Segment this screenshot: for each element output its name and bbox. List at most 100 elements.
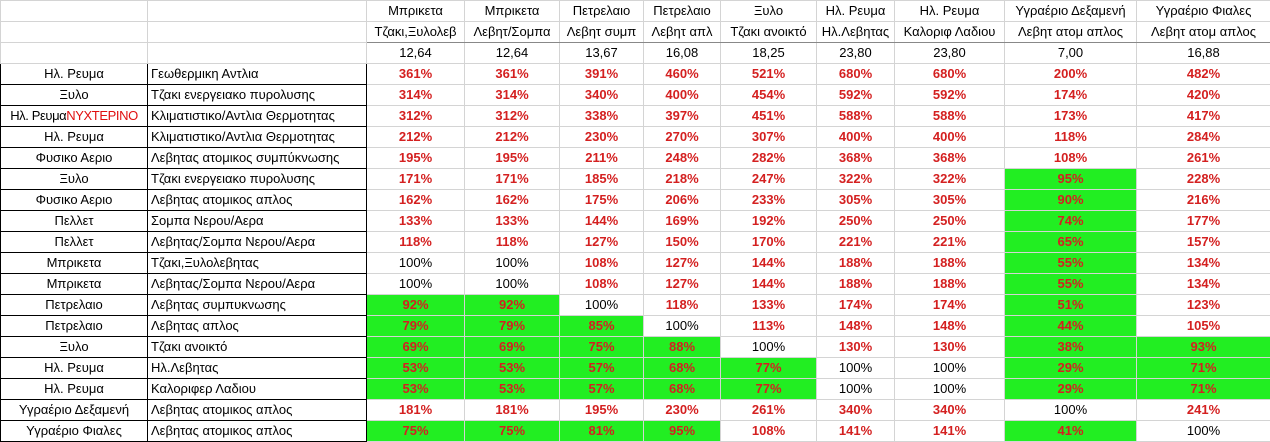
relative-cost-cell[interactable]: 123% xyxy=(1137,295,1270,316)
relative-cost-cell[interactable]: 69% xyxy=(367,337,465,358)
fuel-type-cell[interactable]: Πετρελαιο xyxy=(1,295,148,316)
relative-cost-cell[interactable]: 108% xyxy=(1005,148,1137,169)
relative-cost-cell[interactable]: 195% xyxy=(465,148,560,169)
relative-cost-cell[interactable]: 157% xyxy=(1137,232,1270,253)
relative-cost-cell[interactable]: 69% xyxy=(465,337,560,358)
relative-cost-cell[interactable]: 192% xyxy=(721,211,817,232)
relative-cost-cell[interactable]: 127% xyxy=(560,232,644,253)
column-header-cell[interactable]: Ηλ. Ρευμα xyxy=(817,1,895,22)
relative-cost-cell[interactable]: 521% xyxy=(721,64,817,85)
relative-cost-cell[interactable]: 92% xyxy=(465,295,560,316)
column-header-cell[interactable]: Πετρελαιο xyxy=(560,1,644,22)
fuel-type-cell[interactable]: Ξυλο xyxy=(1,85,148,106)
cost-cell[interactable]: 16,88 xyxy=(1137,43,1270,64)
relative-cost-cell[interactable]: 130% xyxy=(817,337,895,358)
relative-cost-cell[interactable]: 53% xyxy=(465,379,560,400)
relative-cost-cell[interactable]: 88% xyxy=(644,337,721,358)
fuel-type-cell[interactable]: Πελλετ xyxy=(1,232,148,253)
relative-cost-cell[interactable]: 105% xyxy=(1137,316,1270,337)
relative-cost-cell[interactable]: 68% xyxy=(644,379,721,400)
cost-cell[interactable]: 12,64 xyxy=(465,43,560,64)
column-subheader-cell[interactable]: Λεβητ/Σομπα xyxy=(465,22,560,43)
heating-system-cell[interactable]: Λεβητας ατομικος απλος xyxy=(148,400,367,421)
relative-cost-cell[interactable]: 57% xyxy=(560,379,644,400)
relative-cost-cell[interactable]: 340% xyxy=(895,400,1005,421)
relative-cost-cell[interactable]: 181% xyxy=(465,400,560,421)
relative-cost-cell[interactable]: 100% xyxy=(817,379,895,400)
fuel-type-cell[interactable]: Ξυλο xyxy=(1,337,148,358)
relative-cost-cell[interactable]: 57% xyxy=(560,358,644,379)
relative-cost-cell[interactable]: 188% xyxy=(895,253,1005,274)
cost-cell[interactable]: 13,67 xyxy=(560,43,644,64)
relative-cost-cell[interactable]: 144% xyxy=(560,211,644,232)
relative-cost-cell[interactable]: 175% xyxy=(560,190,644,211)
relative-cost-cell[interactable]: 391% xyxy=(560,64,644,85)
relative-cost-cell[interactable]: 100% xyxy=(895,358,1005,379)
relative-cost-cell[interactable]: 174% xyxy=(895,295,1005,316)
relative-cost-cell[interactable]: 71% xyxy=(1137,358,1270,379)
heating-system-cell[interactable]: Τζακι ενεργειακο πυρολυσης xyxy=(148,85,367,106)
fuel-type-cell[interactable]: Πελλετ xyxy=(1,211,148,232)
column-subheader-cell[interactable]: Λεβητ ατομ απλος xyxy=(1005,22,1137,43)
fuel-type-cell[interactable]: Ηλ. Ρευμα xyxy=(1,127,148,148)
relative-cost-cell[interactable]: 150% xyxy=(644,232,721,253)
heating-system-cell[interactable]: Λεβητας/Σομπα Νερου/Αερα xyxy=(148,232,367,253)
relative-cost-cell[interactable]: 361% xyxy=(367,64,465,85)
relative-cost-cell[interactable]: 75% xyxy=(367,421,465,442)
relative-cost-cell[interactable]: 211% xyxy=(560,148,644,169)
column-subheader-cell[interactable]: Τζακι,Ξυλολεβ xyxy=(367,22,465,43)
relative-cost-cell[interactable]: 250% xyxy=(817,211,895,232)
column-subheader-cell[interactable]: Τζακι ανοικτό xyxy=(721,22,817,43)
relative-cost-cell[interactable]: 195% xyxy=(367,148,465,169)
fuel-type-cell[interactable]: Ηλ. ΡευμαΝΥΧΤΕΡΙΝΟ xyxy=(1,106,148,127)
relative-cost-cell[interactable]: 322% xyxy=(895,169,1005,190)
relative-cost-cell[interactable]: 141% xyxy=(895,421,1005,442)
heating-system-cell[interactable]: Λεβητας ατομικος συμπύκνωσης xyxy=(148,148,367,169)
cost-cell[interactable]: 18,25 xyxy=(721,43,817,64)
heating-system-cell[interactable]: Καλοριφερ Λαδιου xyxy=(148,379,367,400)
relative-cost-cell[interactable]: 41% xyxy=(1005,421,1137,442)
relative-cost-cell[interactable]: 397% xyxy=(644,106,721,127)
relative-cost-cell[interactable]: 188% xyxy=(895,274,1005,295)
relative-cost-cell[interactable]: 71% xyxy=(1137,379,1270,400)
relative-cost-cell[interactable]: 314% xyxy=(367,85,465,106)
relative-cost-cell[interactable]: 248% xyxy=(644,148,721,169)
column-header-cell[interactable]: Υγραέριο Δεξαμενή xyxy=(1005,1,1137,22)
relative-cost-cell[interactable]: 55% xyxy=(1005,274,1137,295)
relative-cost-cell[interactable]: 312% xyxy=(465,106,560,127)
relative-cost-cell[interactable]: 174% xyxy=(1005,85,1137,106)
relative-cost-cell[interactable]: 65% xyxy=(1005,232,1137,253)
relative-cost-cell[interactable]: 85% xyxy=(560,316,644,337)
relative-cost-cell[interactable]: 282% xyxy=(721,148,817,169)
relative-cost-cell[interactable]: 162% xyxy=(367,190,465,211)
relative-cost-cell[interactable]: 188% xyxy=(817,253,895,274)
relative-cost-cell[interactable]: 680% xyxy=(895,64,1005,85)
cost-cell[interactable]: 23,80 xyxy=(817,43,895,64)
relative-cost-cell[interactable]: 79% xyxy=(367,316,465,337)
relative-cost-cell[interactable]: 592% xyxy=(895,85,1005,106)
column-header-cell[interactable]: Υγραέριο Φιαλες xyxy=(1137,1,1270,22)
relative-cost-cell[interactable]: 233% xyxy=(721,190,817,211)
column-header-cell[interactable] xyxy=(148,1,367,22)
relative-cost-cell[interactable]: 307% xyxy=(721,127,817,148)
relative-cost-cell[interactable]: 361% xyxy=(465,64,560,85)
relative-cost-cell[interactable]: 68% xyxy=(644,358,721,379)
relative-cost-cell[interactable]: 451% xyxy=(721,106,817,127)
relative-cost-cell[interactable]: 108% xyxy=(721,421,817,442)
relative-cost-cell[interactable]: 118% xyxy=(367,232,465,253)
relative-cost-cell[interactable]: 133% xyxy=(721,295,817,316)
cost-cell[interactable]: 7,00 xyxy=(1005,43,1137,64)
relative-cost-cell[interactable]: 144% xyxy=(721,253,817,274)
relative-cost-cell[interactable]: 108% xyxy=(560,274,644,295)
column-header-cell[interactable] xyxy=(1,1,148,22)
relative-cost-cell[interactable]: 588% xyxy=(817,106,895,127)
relative-cost-cell[interactable]: 400% xyxy=(644,85,721,106)
heating-system-cell[interactable]: Λεβητας/Σομπα Νερου/Αερα xyxy=(148,274,367,295)
column-header-cell[interactable]: Μπρικετα xyxy=(465,1,560,22)
relative-cost-cell[interactable]: 100% xyxy=(465,274,560,295)
heating-system-cell[interactable]: Τζακι,Ξυλολεβητας xyxy=(148,253,367,274)
relative-cost-cell[interactable]: 100% xyxy=(367,253,465,274)
relative-cost-cell[interactable]: 221% xyxy=(895,232,1005,253)
relative-cost-cell[interactable]: 270% xyxy=(644,127,721,148)
relative-cost-cell[interactable]: 212% xyxy=(367,127,465,148)
